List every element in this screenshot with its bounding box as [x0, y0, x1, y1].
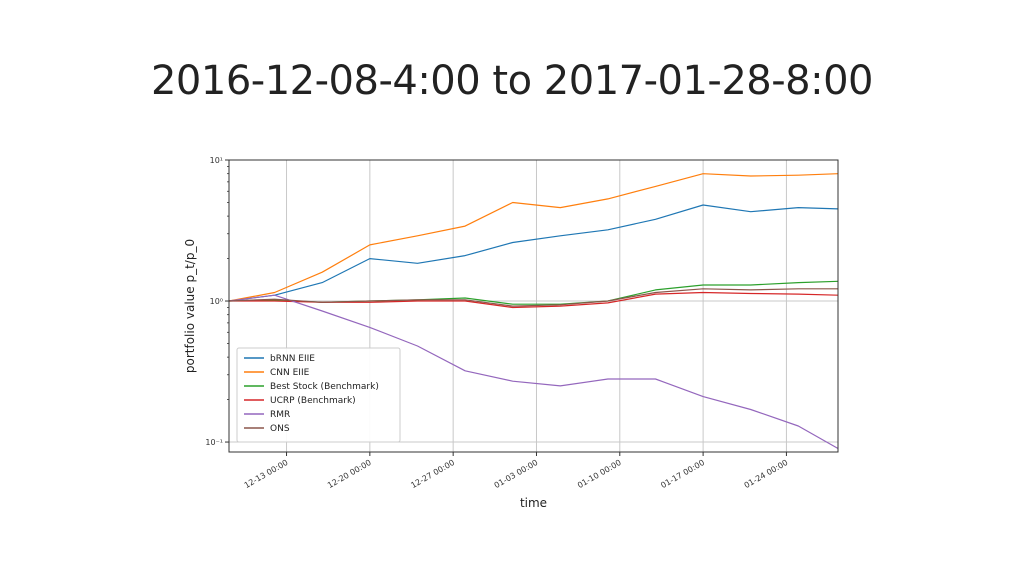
chart-legend: bRNN EIIE CNN EIIE Best Stock (Benchmark) U… — [236, 347, 401, 443]
x-tick-label: 12-20 00:00 — [326, 458, 373, 490]
series-layer — [228, 173, 839, 450]
legend-box — [236, 347, 401, 443]
y-axis-label: portfolio value p_t/p_0 — [183, 239, 197, 373]
series-line-brnn-eiie — [228, 204, 839, 302]
legend-entry-label: RMR — [270, 410, 290, 420]
series-line-cnn-eiie — [228, 173, 839, 302]
x-tick-label: 12-13 00:00 — [243, 458, 290, 490]
x-tick-label: 01-24 00:00 — [743, 458, 790, 490]
y-tick-label: 10¹ — [210, 156, 223, 165]
axes-frame — [228, 159, 839, 453]
series-line-ons — [228, 288, 838, 307]
x-tick-label: 01-17 00:00 — [659, 458, 706, 490]
slide-title: 2016-12-08-4:00 to 2017-01-28-8:00 — [150, 58, 874, 104]
legend-entry-label: ONS — [270, 424, 290, 434]
x-tick-label: 12-27 00:00 — [409, 458, 456, 490]
legend-entry-label: CNN EIIE — [270, 368, 310, 378]
x-tick-label: 01-03 00:00 — [493, 458, 540, 490]
legend-entry-label: bRNN EIIE — [270, 354, 315, 364]
x-tick-label: 01-10 00:00 — [576, 458, 623, 490]
legend-entry-label: UCRP (Benchmark) — [270, 396, 356, 406]
y-tick-label: 10⁰ — [210, 297, 223, 306]
y-tick-label: 10⁻¹ — [205, 438, 223, 447]
x-axis-label: time — [520, 496, 547, 510]
legend-entry-label: Best Stock (Benchmark) — [270, 382, 379, 392]
series-line-rmr — [228, 294, 839, 450]
